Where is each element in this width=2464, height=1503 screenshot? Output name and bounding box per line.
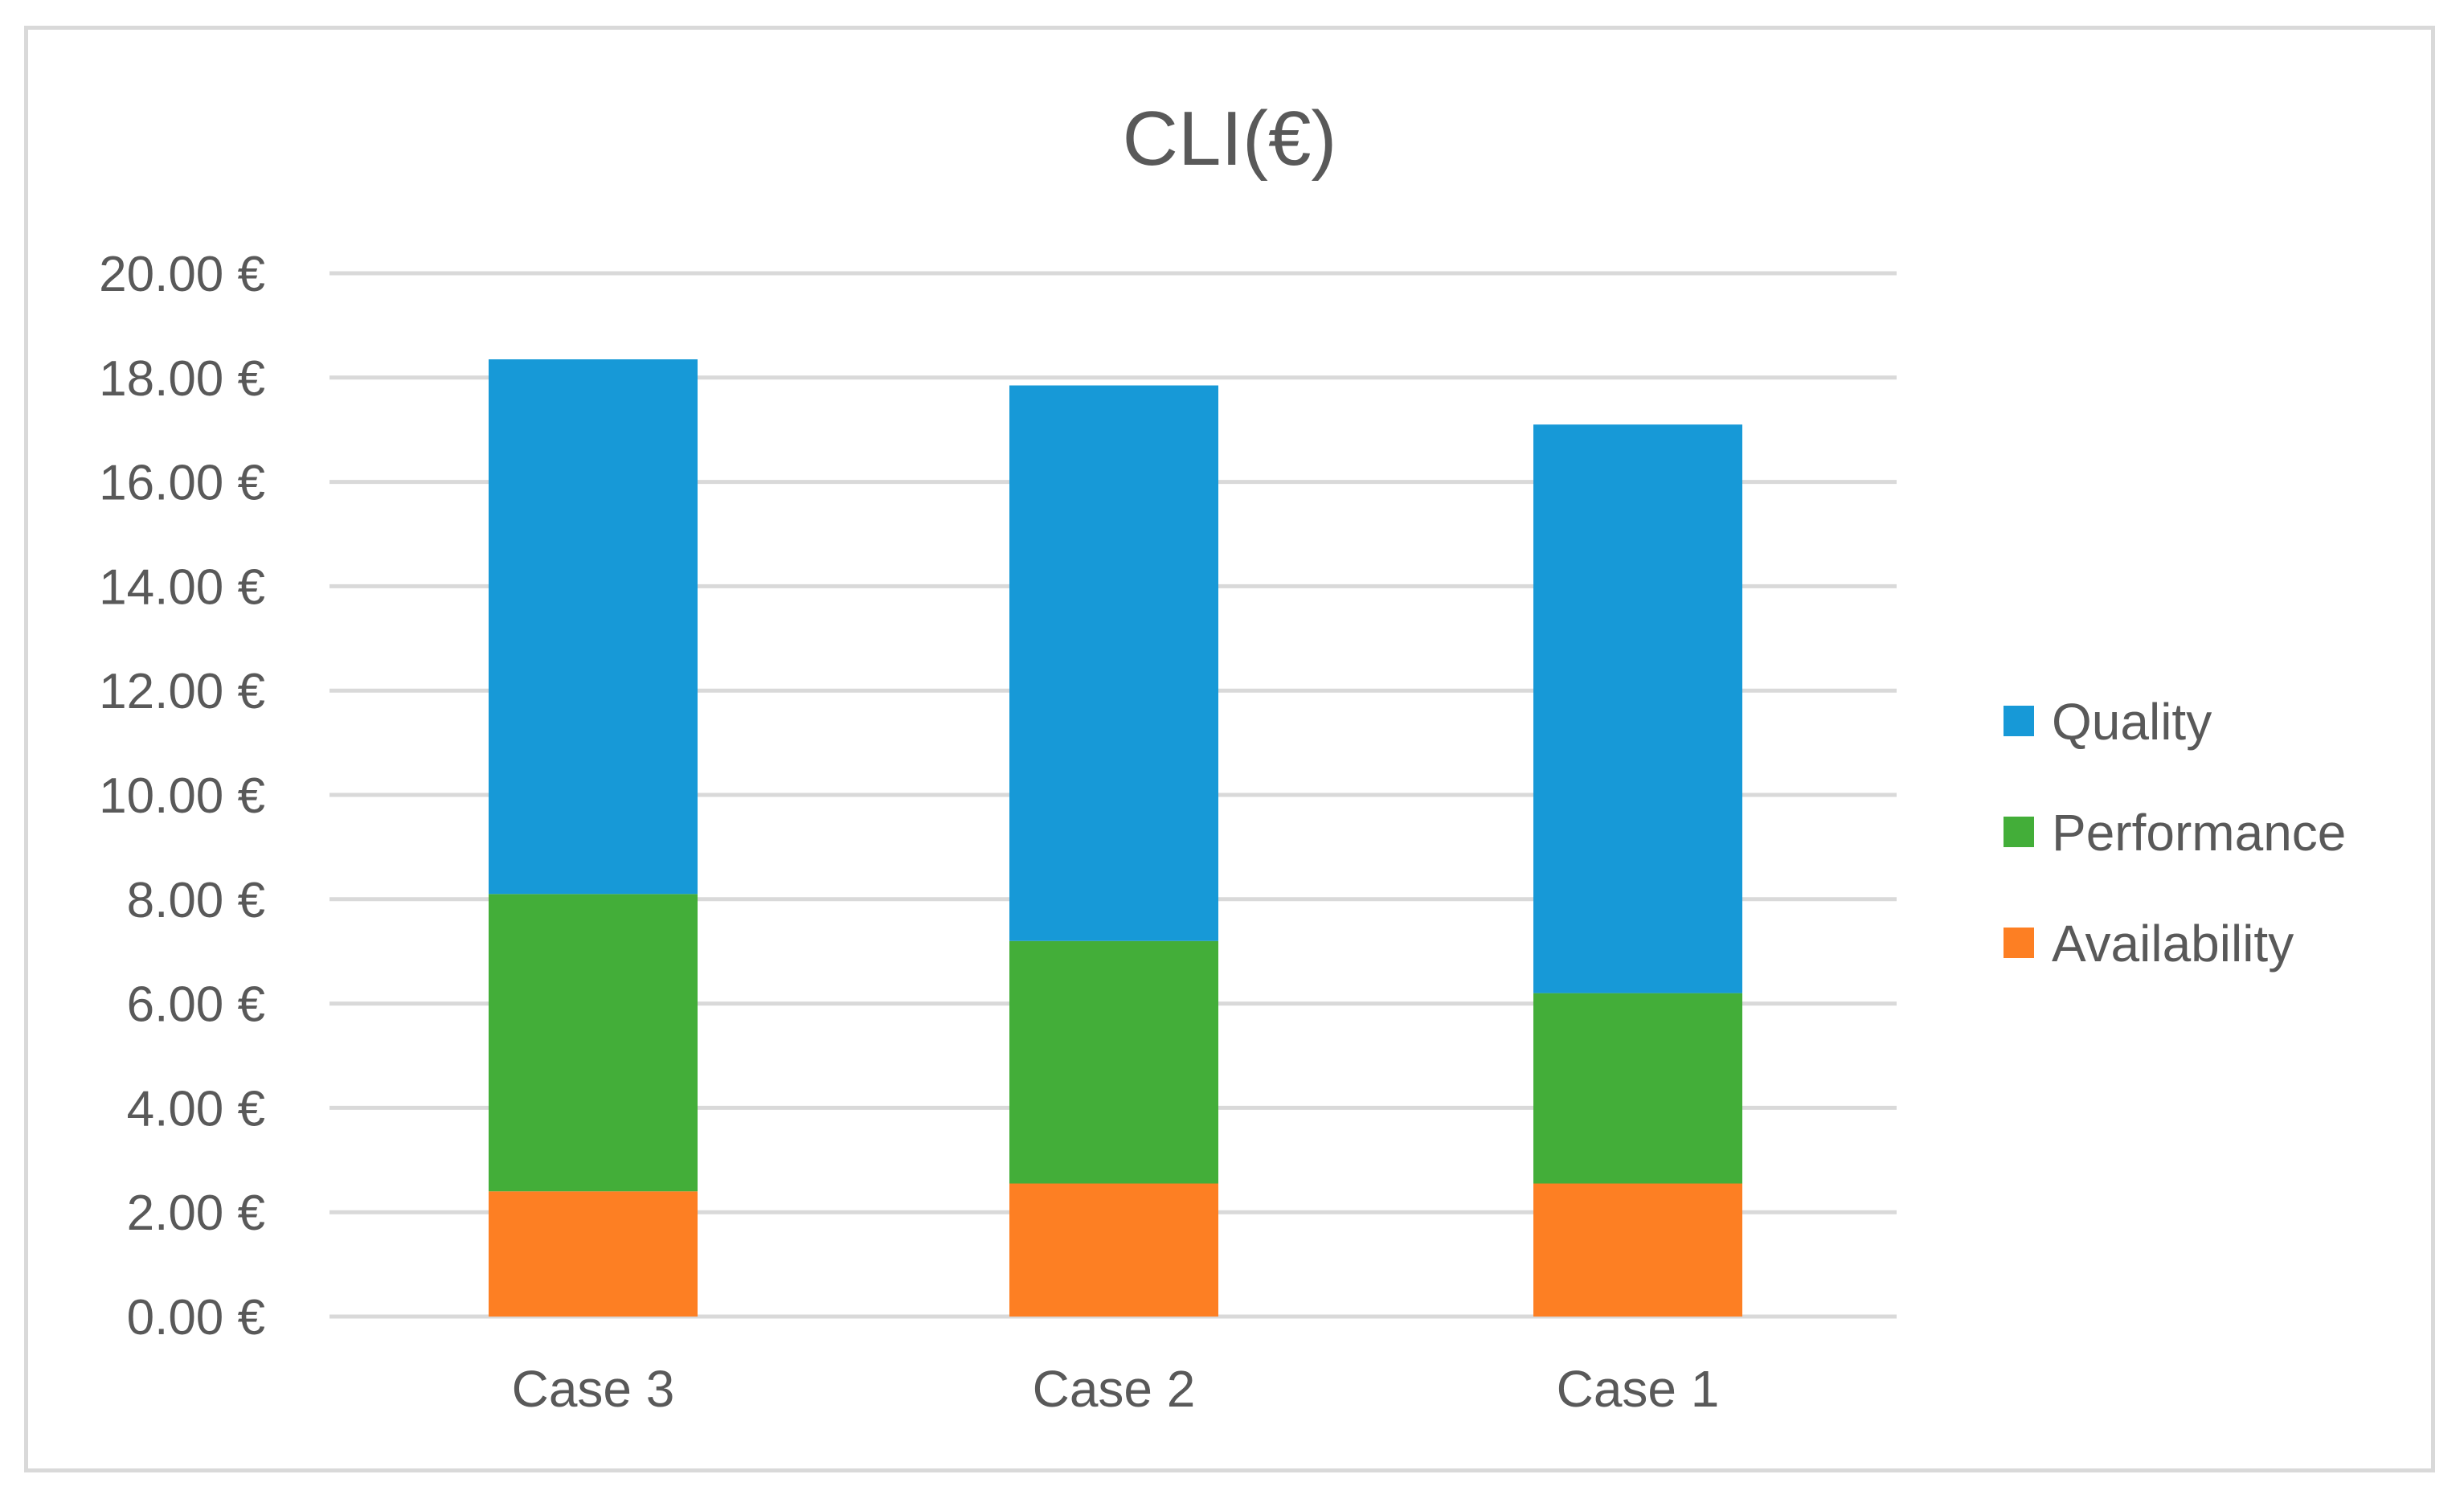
x-category-label: Case 1 <box>1557 1360 1720 1418</box>
legend-swatch <box>2004 928 2034 958</box>
bar-segment-availability <box>1009 1183 1218 1317</box>
legend-label: Quality <box>2052 693 2212 751</box>
legend-item: Performance <box>2004 804 2346 862</box>
y-tick-label: 18.00 € <box>99 351 265 407</box>
bar-segment-performance <box>1009 940 1218 1184</box>
x-category-label: Case 2 <box>1033 1360 1196 1418</box>
y-axis-tick-labels: 0.00 € 2.00 € 4.00 € 6.00 € 8.00 € 10.00 € 12.… <box>99 247 265 1345</box>
y-tick-label: 4.00 € <box>127 1081 265 1136</box>
y-tick-label: 10.00 € <box>99 768 265 824</box>
y-tick-label: 16.00 € <box>99 456 265 511</box>
x-axis-category-labels: Case 3 Case 2 Case 1 <box>512 1360 1720 1418</box>
legend-swatch <box>2004 817 2034 847</box>
y-tick-label: 2.00 € <box>127 1186 265 1241</box>
legend-swatch <box>2004 706 2034 736</box>
y-tick-label: 8.00 € <box>127 873 265 928</box>
x-category-label: Case 3 <box>512 1360 675 1418</box>
legend-label: Performance <box>2052 804 2346 862</box>
bar-segment-availability <box>489 1191 698 1317</box>
chart-title: CLI(€) <box>1123 96 1337 182</box>
bar-segment-performance <box>489 894 698 1192</box>
y-tick-label: 12.00 € <box>99 664 265 719</box>
chart-frame <box>24 26 2435 1472</box>
legend-item: Availability <box>2004 915 2294 973</box>
legend: Quality Performance Availability <box>2004 693 2346 973</box>
y-tick-label: 20.00 € <box>99 247 265 302</box>
bar-segment-availability <box>1533 1183 1742 1317</box>
legend-label: Availability <box>2052 915 2294 973</box>
y-tick-label: 0.00 € <box>127 1290 265 1345</box>
bar-segment-quality <box>1009 385 1218 941</box>
legend-item: Quality <box>2004 693 2212 751</box>
bar-segment-quality <box>489 359 698 895</box>
y-tick-label: 14.00 € <box>99 559 265 615</box>
y-tick-label: 6.00 € <box>127 977 265 1033</box>
bar-segment-performance <box>1533 993 1742 1184</box>
bars <box>489 359 1742 1317</box>
bar-segment-quality <box>1533 424 1742 993</box>
